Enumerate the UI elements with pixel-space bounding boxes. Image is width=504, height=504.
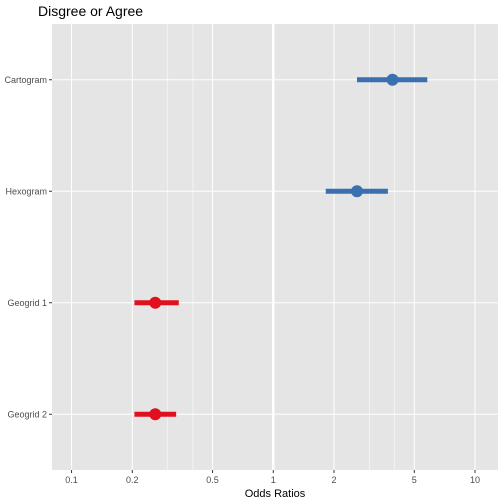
y-tick-label: Geogrid 2 — [7, 409, 47, 419]
x-tick-label: 0.2 — [126, 475, 139, 485]
x-tick-label: 0.5 — [206, 475, 219, 485]
y-axis: Cartogram Hexogram Geogrid 1 Geogrid 2 — [4, 75, 52, 419]
x-axis-title: Odds Ratios — [245, 488, 306, 500]
chart-title: Disgree or Agree — [38, 3, 144, 19]
point-estimate — [149, 408, 162, 421]
y-tick-label: Cartogram — [4, 75, 47, 85]
x-axis: 0.1 0.2 0.5 1 2 5 10 — [65, 470, 480, 485]
x-tick-label: 0.1 — [65, 475, 78, 485]
minor-gridlines — [167, 24, 395, 470]
point-estimate — [149, 296, 162, 309]
y-tick-label: Hexogram — [5, 186, 47, 196]
x-tick-label: 1 — [271, 475, 276, 485]
x-tick-label: 5 — [412, 475, 417, 485]
point-estimate — [386, 73, 399, 86]
point-estimate — [350, 185, 363, 198]
x-tick-label: 10 — [470, 475, 480, 485]
x-tick-label: 2 — [332, 475, 337, 485]
y-tick-label: Geogrid 1 — [7, 298, 47, 308]
data-marks — [134, 73, 428, 421]
plot-panel — [52, 24, 498, 470]
